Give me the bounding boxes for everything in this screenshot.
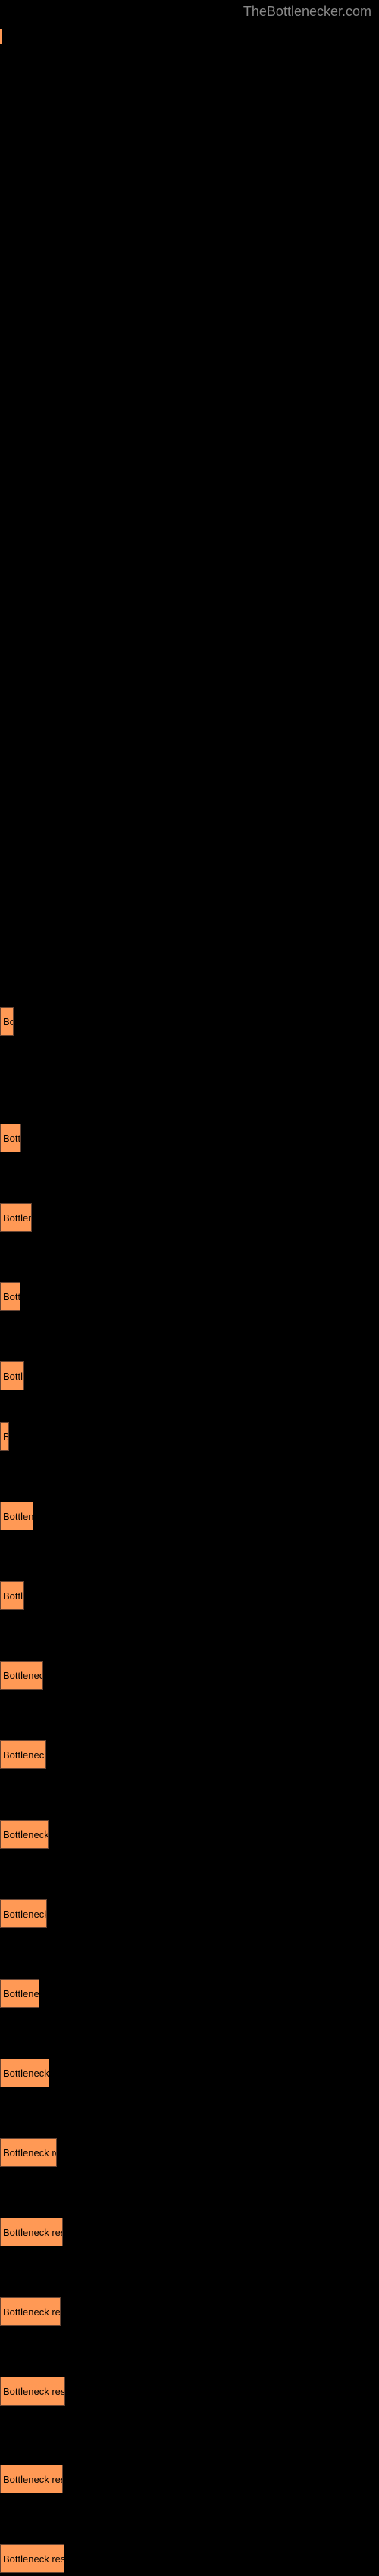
bar-label: Bottleneck result [0, 2465, 63, 2493]
bar-label: Bottlene [0, 1203, 32, 1232]
bar-label: Bottleneck result [0, 2138, 57, 2167]
bar-item: Bottle [0, 1361, 24, 1390]
bar-item: Bottleneck res [0, 1740, 46, 1769]
bar-label: Bott [0, 1124, 21, 1152]
bar-label: B [0, 1422, 9, 1451]
bar-item: Bo [0, 1007, 14, 1036]
bar-item: Bottleneck result [0, 2377, 65, 2406]
bar-label: Bottlene [0, 1502, 33, 1530]
bar-label: Bottleneck result [0, 2377, 65, 2406]
bar-item: Bottleneck result [0, 2465, 63, 2493]
bar-item: B [0, 1422, 9, 1451]
bar-label: Bo [0, 1007, 14, 1036]
bar-label: Bottleneck result [0, 2297, 61, 2326]
bar-item: Bott [0, 1282, 20, 1311]
bar-label: Bott [0, 1282, 20, 1311]
bar-label: Bottleneck result [0, 2544, 64, 2573]
bar-item: Bottleneck result [0, 2297, 61, 2326]
bar-item: Bottleneck result [0, 2138, 57, 2167]
bar-item: Bottleneck res [0, 1899, 47, 1928]
bar-label: Bottleneck res [0, 1899, 47, 1928]
bar-item: Bott [0, 1124, 21, 1152]
bar-item: Bottlene [0, 1203, 32, 1232]
bar-item: Bottleneck result [0, 2544, 64, 2573]
bar-label: Bottleneck resu [0, 2059, 49, 2087]
bar-item: Bottleneck [0, 1979, 39, 2008]
bar-label: Bottleneck [0, 1979, 39, 2008]
bar-item: Bottleneck result [0, 2218, 63, 2246]
bar-item: Bottleneck resu [0, 2059, 49, 2087]
bar-item: Bottlene [0, 1502, 33, 1530]
bar-label: Bottleneck result [0, 2218, 63, 2246]
bar-label: Bottle [0, 1581, 24, 1610]
bar-label: Bottleneck re [0, 1661, 43, 1690]
bar-label: Bottleneck resu [0, 1820, 49, 1849]
site-title: TheBottlenecker.com [243, 4, 371, 20]
bar-item: Bottleneck re [0, 1661, 43, 1690]
bar-label: Bottleneck res [0, 1740, 46, 1769]
bar-item: Bottleneck resu [0, 1820, 49, 1849]
bar-label: Bottle [0, 1361, 24, 1390]
bar-item: Bottle [0, 1581, 24, 1610]
orange-tick-marker [0, 29, 2, 44]
